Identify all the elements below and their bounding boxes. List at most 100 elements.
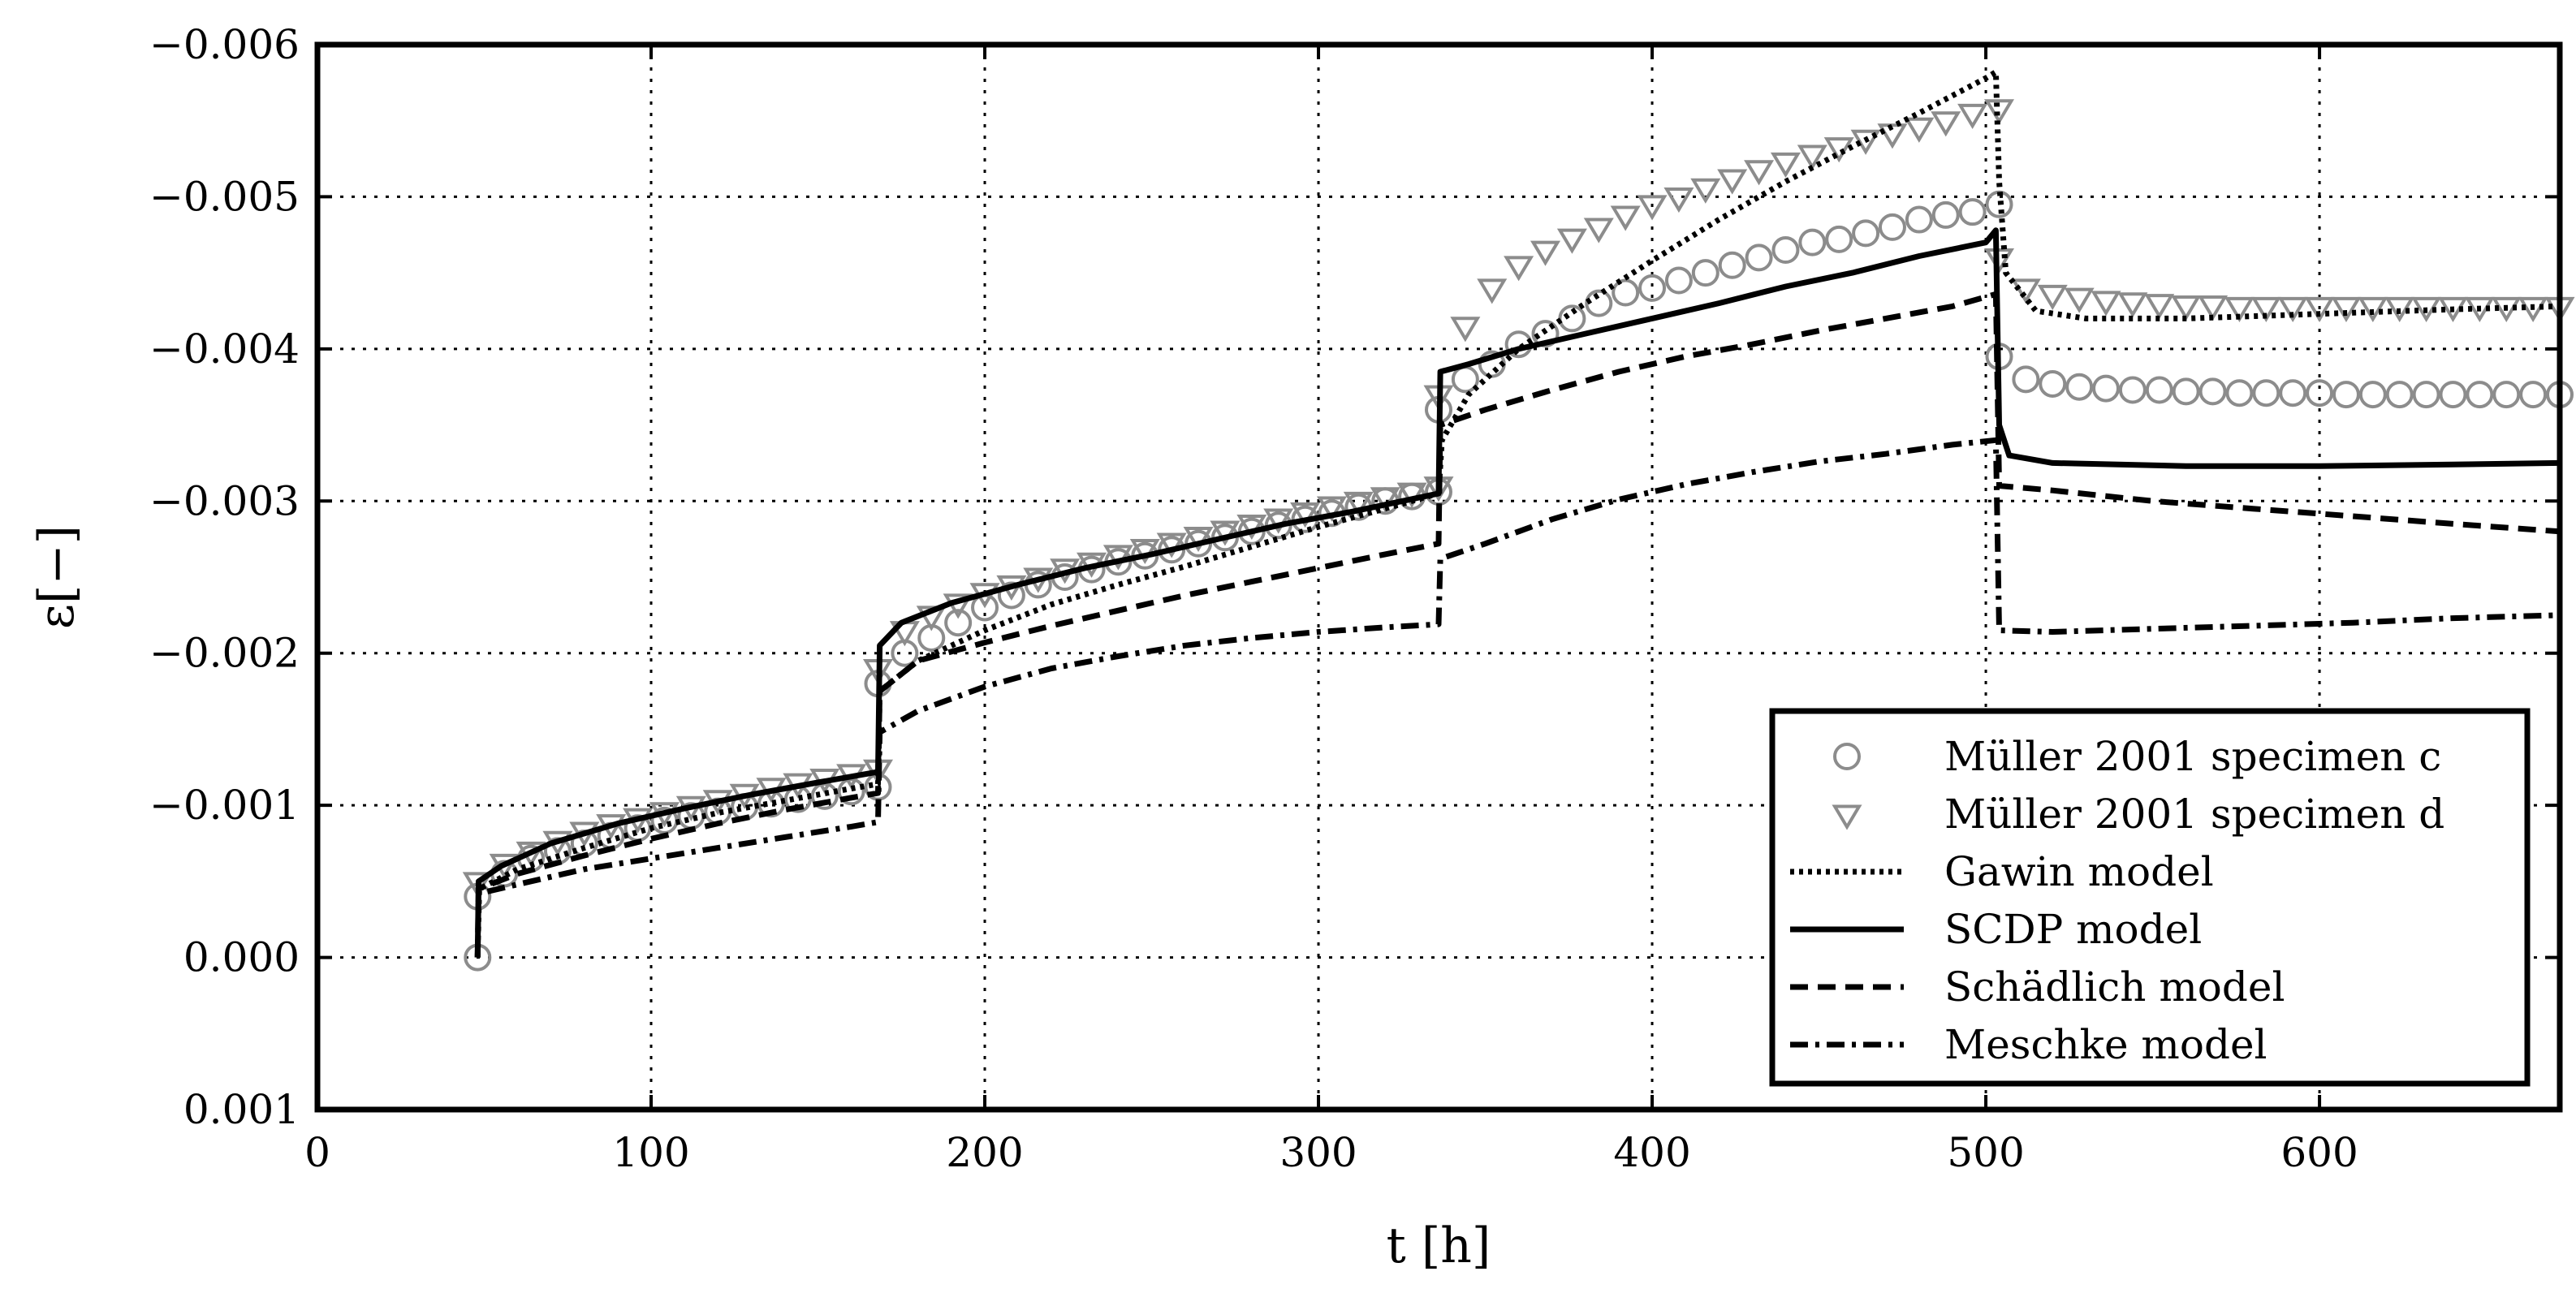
- data-point-triangle: [1396, 482, 1427, 508]
- x-tick-label: 0: [304, 1129, 330, 1176]
- data-point-circle: [1638, 274, 1667, 302]
- data-point-circle: [1691, 259, 1719, 287]
- legend: Müller 2001 specimen c Müller 2001 specim…: [1769, 708, 2531, 1087]
- data-point-triangle: [1983, 99, 2015, 125]
- legend-label: Müller 2001 specimen d: [1944, 791, 2444, 838]
- data-point-triangle: [1931, 111, 1961, 137]
- series-line-sch-dlich-model: [474, 291, 2561, 958]
- legend-entry: Schädlich model: [1790, 963, 2285, 1011]
- data-point-circle: [2252, 379, 2280, 407]
- data-point-triangle: [2171, 295, 2202, 321]
- data-point-circle: [2065, 373, 2094, 401]
- data-point-circle: [1664, 266, 1693, 295]
- y-tick-label: 0.000: [183, 934, 300, 981]
- legend-label: SCDP model: [1944, 906, 2202, 953]
- data-point-triangle: [1183, 526, 1214, 553]
- x-tick-label: 200: [946, 1129, 1023, 1176]
- data-point-triangle: [1129, 538, 1160, 565]
- y-tick-label: −0.004: [149, 325, 300, 373]
- data-point-triangle: [1717, 169, 1748, 195]
- data-point-circle: [2306, 379, 2334, 407]
- data-point-triangle: [1156, 532, 1187, 558]
- x-tick-label: 500: [1947, 1129, 2024, 1176]
- data-point-circle: [1958, 198, 1987, 226]
- data-point-circle: [2385, 381, 2414, 409]
- data-point-circle: [1585, 289, 1613, 317]
- data-point-circle: [2358, 381, 2387, 409]
- data-point-triangle: [916, 606, 947, 631]
- data-point-circle: [2118, 376, 2147, 404]
- data-point-triangle: [1690, 178, 1721, 204]
- legend-label: Gawin model: [1944, 848, 2214, 895]
- data-point-circle: [2225, 379, 2254, 407]
- data-point-triangle: [2144, 294, 2175, 320]
- data-point-triangle: [2117, 292, 2148, 318]
- y-tick-label: 0.001: [183, 1086, 300, 1133]
- data-point-circle: [1878, 213, 1906, 241]
- data-point-triangle: [1343, 491, 1374, 517]
- data-point-circle: [1771, 236, 1800, 265]
- data-point-triangle: [1530, 240, 1561, 266]
- data-point-circle: [1931, 200, 1960, 229]
- data-point-circle: [1531, 320, 1560, 348]
- data-point-triangle: [2064, 287, 2095, 313]
- data-point-triangle: [2331, 296, 2362, 323]
- data-point-circle: [1825, 225, 1853, 253]
- data-point-triangle: [2437, 296, 2468, 323]
- data-point-triangle: [1663, 187, 1694, 213]
- data-point-triangle: [2464, 296, 2495, 323]
- legend-marker-triangle: [1832, 804, 1862, 830]
- plot-frame: [314, 41, 2563, 1113]
- data-point-triangle: [2491, 296, 2522, 323]
- y-tick-label: −0.006: [149, 21, 300, 68]
- data-point-triangle: [1290, 502, 1321, 528]
- data-point-triangle: [1263, 508, 1294, 534]
- data-point-triangle: [1477, 278, 1508, 304]
- y-tick-label: −0.005: [149, 173, 300, 220]
- data-point-triangle: [2037, 284, 2068, 311]
- data-point-circle: [997, 581, 1025, 610]
- legend-label: Müller 2001 specimen c: [1944, 733, 2441, 780]
- data-point-triangle: [1102, 545, 1133, 571]
- legend-entry: SCDP model: [1790, 906, 2202, 953]
- data-point-triangle: [1450, 317, 1481, 343]
- data-point-triangle: [2277, 296, 2308, 323]
- data-point-triangle: [2304, 296, 2335, 323]
- data-point-circle: [2198, 377, 2227, 406]
- legend-entries: Müller 2001 specimen c Müller 2001 specim…: [1790, 733, 2444, 1068]
- data-point-triangle: [1770, 152, 1801, 178]
- x-tick-label: 100: [612, 1129, 689, 1176]
- data-point-triangle: [2250, 296, 2281, 323]
- y-tick-label: −0.003: [149, 477, 300, 524]
- legend-entry: Müller 2001 specimen d: [1832, 791, 2444, 838]
- data-point-triangle: [1823, 137, 1854, 163]
- data-point-circle: [2466, 381, 2494, 409]
- data-point-circle: [2519, 381, 2548, 409]
- data-point-circle: [1718, 251, 1746, 279]
- data-point-triangle: [1556, 228, 1587, 254]
- y-tick-label: −0.001: [149, 782, 300, 829]
- data-point-circle: [2439, 381, 2467, 409]
- series-layer: [462, 69, 2575, 972]
- data-point-triangle: [1236, 514, 1267, 541]
- y-axis-label: ε[−]: [28, 525, 85, 629]
- data-point-circle: [2145, 376, 2173, 404]
- data-point-circle: [2092, 374, 2121, 403]
- data-point-circle: [2012, 365, 2040, 394]
- data-point-triangle: [1957, 103, 1988, 130]
- data-point-triangle: [1904, 117, 1935, 143]
- legend-label: Meschke model: [1944, 1021, 2267, 1068]
- data-point-circle: [2332, 381, 2360, 409]
- legend-entry: Meschke model: [1790, 1021, 2267, 1068]
- data-point-circle: [2172, 377, 2200, 406]
- data-point-circle: [2279, 379, 2307, 407]
- data-point-triangle: [1637, 195, 1668, 221]
- data-point-triangle: [1210, 520, 1241, 546]
- y-tick-label: −0.002: [149, 630, 300, 677]
- data-point-triangle: [1316, 496, 1347, 522]
- data-point-triangle: [1797, 144, 1827, 170]
- legend-marker-circle: [1833, 743, 1861, 770]
- data-point-circle: [1852, 219, 1880, 248]
